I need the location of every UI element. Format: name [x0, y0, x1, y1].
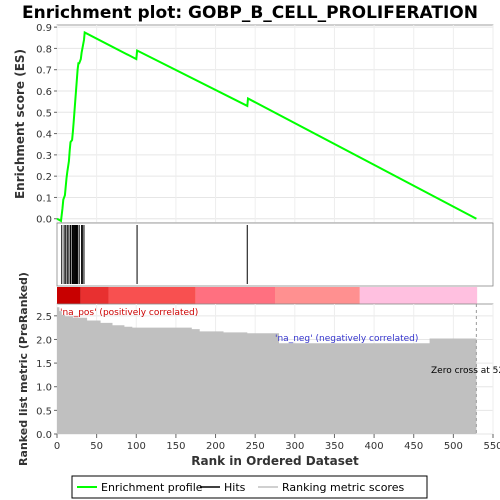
colorbar-segment [275, 287, 360, 304]
x-tick-label: 100 [127, 441, 146, 452]
x-tick-label: 400 [365, 441, 384, 452]
legend: Enrichment profile Hits Ranking metric s… [71, 475, 428, 499]
es-y-axis: 0.0 0.1 0.2 0.3 0.4 0.5 0.6 0.7 0.8 0.9 [36, 23, 57, 226]
x-tick-label: 50 [90, 441, 103, 452]
enrichment-profile-line [56, 30, 477, 223]
colorbar-segment [57, 287, 81, 304]
es-panel: 0.0 0.1 0.2 0.3 0.4 0.5 0.6 0.7 0.8 0.9 Enrichmen… [13, 23, 494, 226]
legend-label-ranking: Ranking metric scores [282, 481, 404, 494]
metric-y-tick-label: 1.0 [36, 383, 52, 394]
es-y-label: Enrichment score (ES) [13, 49, 27, 199]
x-tick-label: 500 [444, 441, 463, 452]
x-tick-label: 250 [246, 441, 265, 452]
metric-y-tick-label: 2.0 [36, 335, 52, 346]
hits-panel-frame [56, 222, 494, 287]
metric-y-tick-label: 0.5 [36, 406, 52, 417]
x-tick-label: 550 [483, 441, 500, 452]
metric-x-axis: 0 50 100 150 200 250 300 350 400 450 500 550 [54, 434, 500, 452]
metric-y-axis: 0.0 0.5 1.0 1.5 2.0 2.5 [36, 312, 57, 441]
pos-label: 'na_pos' (positively correlated) [60, 308, 198, 318]
es-gridlines [56, 25, 494, 223]
hits-panel [56, 222, 494, 287]
chart-title: Enrichment plot: GOBP_B_CELL_PROLIFERATI… [22, 3, 478, 23]
es-y-tick-label: 0.3 [36, 151, 52, 162]
colorbar-segment [80, 287, 109, 304]
es-y-tick-label: 0.1 [36, 193, 52, 204]
es-y-tick-label: 0.7 [36, 66, 52, 77]
hit-marks [61, 225, 248, 284]
x-tick-label: 300 [285, 441, 304, 452]
x-tick-label: 150 [166, 441, 185, 452]
x-tick-label: 450 [404, 441, 423, 452]
es-y-tick-label: 0.6 [36, 87, 52, 98]
colorbar-segment [359, 287, 478, 304]
metric-y-label: Ranked list metric (PreRanked) [17, 272, 30, 466]
es-y-tick-label: 0.0 [36, 215, 52, 226]
x-tick-label: 0 [54, 441, 60, 452]
legend-box [71, 475, 428, 499]
x-tick-label: 200 [206, 441, 225, 452]
legend-label-hits: Hits [224, 481, 246, 494]
zero-cross-label: Zero cross at 529 [431, 366, 500, 376]
colorbar-segment [108, 287, 196, 304]
x-axis-label: Rank in Ordered Dataset [191, 454, 359, 468]
ranking-colorbar [57, 287, 478, 304]
ranking-metric-area [57, 307, 477, 434]
metric-y-tick-label: 2.5 [36, 312, 52, 323]
legend-label-enrichment: Enrichment profile [101, 481, 203, 494]
colorbar-segment [195, 287, 275, 304]
metric-panel: 0.0 0.5 1.0 1.5 2.0 2.5 0 50 100 150 200 250 300 350… [17, 272, 500, 468]
es-y-tick-label: 0.5 [36, 108, 52, 119]
es-y-tick-label: 0.2 [36, 172, 52, 183]
metric-y-tick-label: 1.5 [36, 359, 52, 370]
es-y-tick-label: 0.9 [36, 23, 52, 34]
es-y-tick-label: 0.8 [36, 44, 52, 55]
neg-label: 'na_neg' (negatively correlated) [275, 334, 418, 344]
es-y-tick-label: 0.4 [36, 130, 52, 141]
metric-y-tick-label: 0.0 [36, 430, 52, 441]
x-tick-label: 350 [325, 441, 344, 452]
